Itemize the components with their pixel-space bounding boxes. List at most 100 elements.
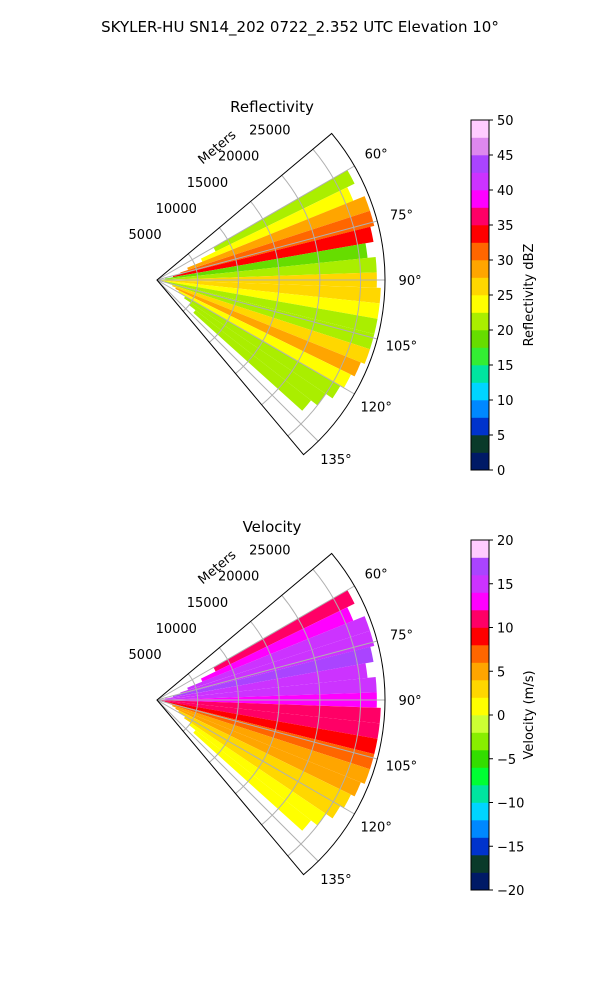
colorbar-tick-label: 40 [497, 184, 514, 199]
colorbar-segment [471, 802, 489, 821]
colorbar-tick-label: 45 [497, 149, 514, 164]
colorbar-segment [471, 120, 489, 138]
colorbar-segment [471, 697, 489, 716]
colorbar-segment [471, 557, 489, 576]
colorbar-segment [471, 312, 489, 331]
data-cell-15 [184, 716, 341, 819]
colorbar-segment [471, 872, 489, 891]
range-grid-arc-2 [235, 621, 280, 794]
colorbar-label: Reflectivity dBZ [522, 244, 537, 347]
sector-frame [156, 132, 386, 456]
range-tick-label: 20000 [218, 150, 259, 165]
reflectivity-colorbar: 0 5 10 15 20 25 30 35 40 45 50 Reflectivity dBZ [470, 114, 537, 479]
colorbar-segment [471, 190, 489, 208]
colorbar-segment [471, 855, 489, 873]
colorbar-tick-label: 30 [497, 254, 514, 269]
azimuth-tick-label: 135° [320, 873, 351, 888]
colorbar-segment [471, 400, 489, 418]
azimuth-tick-label: 120° [361, 821, 392, 836]
colorbar-segment [471, 837, 489, 856]
range-grid-arc-4 [287, 148, 362, 437]
colorbar-segment [471, 295, 489, 313]
colorbar-tick-label: 20 [497, 534, 514, 549]
data-cell-6 [161, 677, 377, 700]
data-cell-1 [200, 607, 354, 682]
colorbar-segment [471, 242, 489, 261]
colorbar-segment [471, 417, 489, 436]
range-grid-arc-4 [287, 568, 362, 857]
range-grid-arc-3 [261, 174, 321, 406]
data-cell-5 [165, 243, 368, 280]
colorbar-segment [471, 680, 489, 698]
data-cell-8 [161, 280, 381, 304]
azimuth-tick-label: 135° [320, 453, 351, 468]
azimuth-grid-line-1 [156, 220, 378, 281]
reflectivity-panel: Reflectivity 60° 75° 90° 105° 120° 135° 5000 10… [129, 98, 537, 479]
data-cell-6 [161, 257, 377, 280]
data-cell-4 [172, 226, 374, 278]
data-cell-4 [172, 646, 374, 698]
reflectivity-title: Reflectivity [230, 98, 314, 116]
azimuth-grid-line-0 [156, 165, 355, 281]
azimuth-grid-line-0 [156, 585, 355, 701]
range-tick-label: 15000 [187, 176, 228, 191]
range-tick-label: 25000 [249, 543, 290, 558]
colorbar-segment [471, 260, 489, 278]
colorbar-tick-label: 25 [497, 289, 514, 304]
colorbar-segment [471, 382, 489, 401]
velocity-title: Velocity [243, 518, 302, 536]
colorbar-segment [471, 610, 489, 628]
data-cell-14 [178, 710, 351, 808]
colorbar-tick-label: 5 [497, 429, 505, 444]
velocity-panel: Velocity 60° 75° 90° 105° 120° 135° 5000 10000 1… [129, 518, 537, 899]
colorbar-segment [471, 330, 489, 348]
colorbar-tick-label: 0 [497, 464, 505, 479]
colorbar-segment [471, 592, 489, 611]
data-cell-0 [213, 590, 355, 672]
range-tick-label: 10000 [156, 622, 197, 637]
colorbar-tick-label: −5 [497, 753, 516, 768]
data-cell-10 [164, 701, 378, 755]
data-cell-15 [184, 296, 341, 399]
colorbar-tick-label: −20 [497, 884, 524, 899]
colorbar-tick-label: 20 [497, 324, 514, 339]
azimuth-tick-label: 90° [399, 694, 422, 709]
colorbar-segment [471, 225, 489, 243]
colorbar-segment [471, 452, 489, 471]
colorbar-segment [471, 820, 489, 838]
colorbar-tick-label: 10 [497, 622, 514, 637]
reflectivity-sector-plot: 60° 75° 90° 105° 120° 135° 5000 10000 15000 20000… [129, 123, 422, 467]
colorbar-segment [471, 277, 489, 296]
azimuth-tick-label: 60° [365, 567, 388, 582]
azimuth-grid-line-5 [156, 699, 319, 862]
colorbar-tick-label: 5 [497, 665, 505, 680]
colorbar-tick-label: 10 [497, 394, 514, 409]
azimuth-grid-line-5 [156, 279, 319, 442]
azimuth-tick-label: 105° [386, 760, 417, 775]
data-cell-8 [161, 700, 381, 724]
velocity-sector-plot: 60° 75° 90° 105° 120° 135° 5000 10000 15000 20000… [129, 543, 422, 887]
colorbar-segment [471, 715, 489, 733]
colorbar-segment [471, 172, 489, 191]
range-grid-arc-1 [209, 647, 239, 763]
colorbar-tick-label: 15 [497, 578, 514, 593]
colorbar-segment [471, 435, 489, 453]
azimuth-grid-line-3 [156, 279, 378, 340]
colorbar-segment [471, 347, 489, 366]
data-cell-11 [168, 702, 375, 770]
range-tick-label: 15000 [187, 596, 228, 611]
colorbar-tick-label: 0 [497, 709, 505, 724]
colorbar-segment [471, 645, 489, 663]
azimuth-tick-label: 105° [386, 340, 417, 355]
colorbar-segment [471, 767, 489, 786]
colorbar-segment [471, 155, 489, 173]
azimuth-tick-label: 90° [399, 274, 422, 289]
range-grid-arc-2 [235, 201, 280, 374]
range-grid-arc-1 [209, 227, 239, 343]
azimuth-grid-line-4 [156, 699, 355, 815]
azimuth-tick-label: 120° [361, 401, 392, 416]
azimuth-tick-label: 75° [390, 628, 413, 643]
range-tick-label: 25000 [249, 123, 290, 138]
azimuth-grid-line-4 [156, 279, 355, 395]
